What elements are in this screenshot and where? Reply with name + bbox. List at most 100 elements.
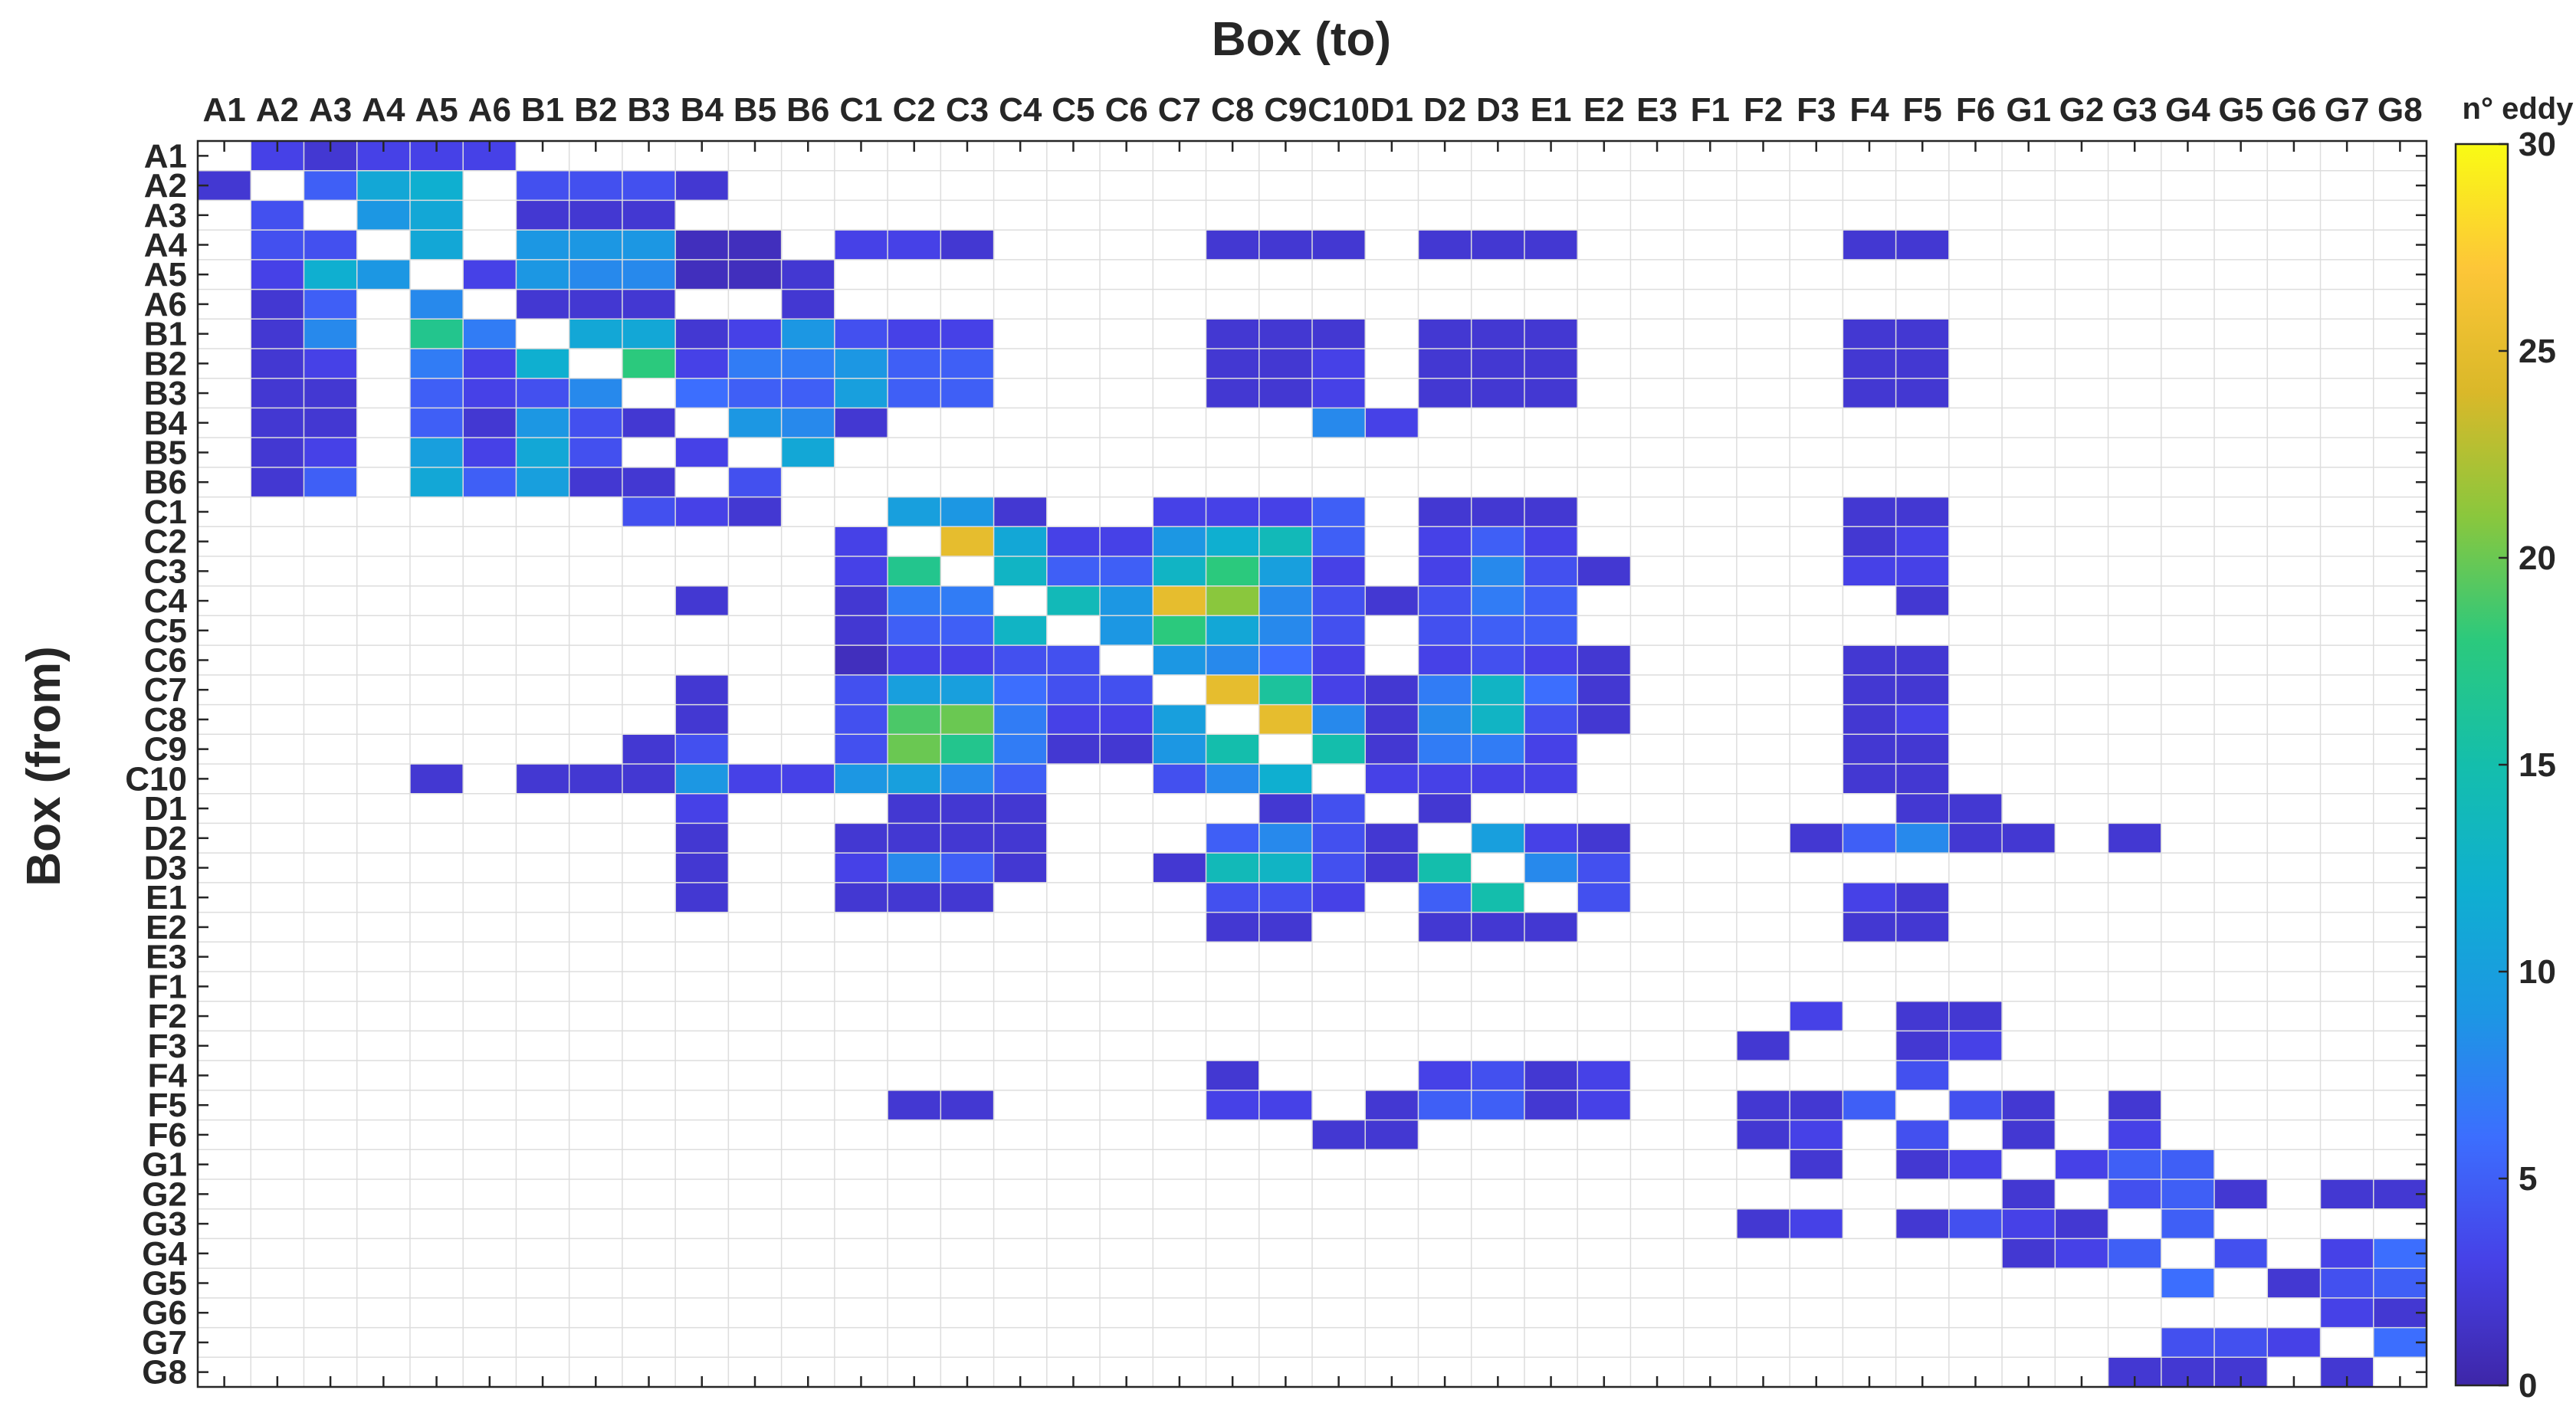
- y-tick-label-B1: B1: [144, 316, 187, 353]
- heatmap-cell-E1-F4: [1843, 882, 1897, 913]
- heatmap-cell-C9-B3: [622, 734, 676, 765]
- heatmap-cell-D2-F3: [1790, 823, 1843, 854]
- heatmap-cell-F2-F5: [1895, 1001, 1950, 1032]
- heatmap-cell-E2-C8: [1206, 912, 1260, 942]
- x-tick-label-A2: A2: [256, 91, 299, 129]
- x-tick-label-G3: G3: [2112, 91, 2158, 129]
- heatmap-cell-C8-D2: [1418, 704, 1472, 735]
- heatmap-cell-C10-D1: [1365, 764, 1419, 795]
- y-tick-label-F6: F6: [148, 1116, 187, 1154]
- heatmap-cell-C1-F4: [1843, 497, 1897, 527]
- heatmap-cell-B1-B6: [781, 319, 835, 349]
- heatmap-cell-D1-F5: [1895, 793, 1950, 824]
- x-tick-label-C7: C7: [1158, 91, 1201, 129]
- heatmap-cell-C9-F4: [1843, 734, 1897, 765]
- heatmap-cell-D3-C4: [993, 853, 1048, 883]
- heatmap-cell-D3-D1: [1365, 853, 1419, 883]
- heatmap-cell-A2-A3: [304, 170, 358, 202]
- heatmap-cell-D1-D2: [1418, 793, 1472, 824]
- heatmap-cell-B1-E1: [1524, 319, 1578, 349]
- heatmap-cell-C3-C9: [1258, 556, 1313, 587]
- heatmap-cell-F5-D2: [1418, 1090, 1472, 1121]
- heatmap-cell-A5-A2: [251, 259, 305, 290]
- heatmap-cell-B2-C3: [940, 349, 995, 379]
- heatmap-cell-B3-B1: [516, 378, 570, 409]
- heatmap-cell-B5-B6: [781, 438, 835, 468]
- heatmap-cell-G2-G3: [2108, 1179, 2162, 1210]
- heatmap-cell-G5-G6: [2267, 1268, 2322, 1299]
- heatmap-cell-C9-C6: [1100, 734, 1153, 765]
- heatmap-cell-C8-F4: [1843, 704, 1897, 735]
- heatmap-cell-F6-C10: [1312, 1119, 1366, 1150]
- heatmap-cell-D2-E1: [1524, 823, 1578, 854]
- x-tick-label-C1: C1: [839, 91, 882, 129]
- heatmap-cell-E1-D2: [1418, 882, 1472, 913]
- y-tick-label-C8: C8: [144, 701, 187, 739]
- heatmap-cell-C8-D1: [1365, 704, 1419, 735]
- heatmap-cell-C10-B2: [569, 764, 623, 795]
- heatmap-cell-D1-B4: [675, 793, 729, 824]
- heatmap-cell-B1-A5: [409, 319, 464, 349]
- heatmap-cell-C7-E2: [1577, 674, 1632, 706]
- heatmap-cell-E1-C2: [888, 882, 941, 913]
- y-tick-label-G6: G6: [142, 1294, 187, 1332]
- heatmap-cell-C6-C5: [1046, 645, 1101, 676]
- heatmap-cell-B3-A5: [409, 378, 464, 409]
- heatmap-cell-B4-A3: [304, 408, 358, 438]
- heatmap-cell-C9-D1: [1365, 734, 1419, 765]
- y-tick-label-G4: G4: [142, 1235, 187, 1273]
- heatmap-cell-C3-C1: [834, 556, 888, 587]
- heatmap-cell-C2-C4: [993, 526, 1048, 557]
- heatmap-cell-B5-A2: [251, 438, 305, 468]
- heatmap-cell-D3-E1: [1524, 853, 1578, 883]
- heatmap-cell-A4-A5: [409, 230, 464, 261]
- chart-title: Box (to): [1212, 13, 1391, 66]
- heatmap-cell-C2-F4: [1843, 526, 1897, 557]
- x-tick-label-G6: G6: [2272, 91, 2317, 129]
- heatmap-cell-C1-C7: [1153, 497, 1207, 527]
- heatmap-cell-E1-C1: [834, 882, 888, 913]
- y-tick-label-A4: A4: [144, 227, 188, 264]
- heatmap-cell-G3-G4: [2161, 1208, 2215, 1240]
- x-tick-label-G1: G1: [2006, 91, 2051, 129]
- heatmap-cell-D2-F6: [1948, 823, 2003, 854]
- heatmap-cell-C2-C3: [940, 526, 995, 557]
- x-tick-label-G5: G5: [2218, 91, 2263, 129]
- heatmap-cell-B2-F5: [1895, 349, 1950, 379]
- heatmap-cell-C5-C4: [993, 615, 1048, 646]
- heatmap-cell-A4-C3: [940, 230, 995, 261]
- y-tick-label-F2: F2: [148, 998, 187, 1035]
- heatmap-cell-C10-F4: [1843, 764, 1897, 795]
- heatmap-cell-C4-D1: [1365, 585, 1419, 617]
- heatmap-cell-C7-E1: [1524, 674, 1578, 706]
- x-tick-label-G8: G8: [2377, 91, 2423, 129]
- heatmap-cell-C8-C5: [1046, 704, 1101, 735]
- heatmap-cell-A4-A3: [304, 230, 358, 261]
- colorbar-tick-label-20: 20: [2519, 539, 2556, 577]
- heatmap-cell-C10-B5: [728, 764, 783, 795]
- heatmap-cell-B5-A5: [409, 438, 464, 468]
- heatmap-cell-D2-F5: [1895, 823, 1950, 854]
- heatmap-cell-D3-C2: [888, 853, 941, 883]
- heatmap-cell-B4-B1: [516, 408, 570, 438]
- heatmap-cell-C5-C9: [1258, 615, 1313, 646]
- heatmap-cell-B1-C3: [940, 319, 995, 349]
- heatmap-cell-C4-C7: [1153, 585, 1207, 617]
- heatmap-cell-C6-C2: [888, 645, 941, 676]
- y-tick-label-E2: E2: [146, 909, 187, 946]
- y-tick-label-F5: F5: [148, 1087, 187, 1124]
- heatmap-cell-D2-C2: [888, 823, 941, 854]
- x-tick-label-G2: G2: [2059, 91, 2105, 129]
- x-tick-label-A4: A4: [362, 91, 405, 129]
- heatmap-cell-B1-A3: [304, 319, 358, 349]
- heatmap-cell-A4-B2: [569, 230, 623, 261]
- y-tick-label-F1: F1: [148, 968, 187, 1005]
- x-tick-label-G7: G7: [2325, 91, 2370, 129]
- heatmap-cell-B1-C10: [1312, 319, 1366, 349]
- y-tick-label-D2: D2: [144, 820, 187, 857]
- heatmap-cell-A6-B6: [781, 289, 835, 320]
- heatmap-cell-C2-E1: [1524, 526, 1578, 557]
- heatmap-cell-C6-E1: [1524, 645, 1578, 676]
- heatmap-cell-B2-C9: [1258, 349, 1313, 379]
- heatmap-cell-B3-B4: [675, 378, 729, 409]
